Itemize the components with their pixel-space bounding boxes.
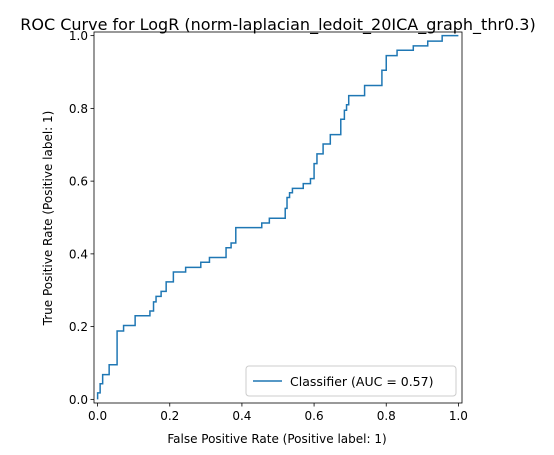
x-axis-label: False Positive Rate (Positive label: 1) [167,432,386,446]
x-tick-label: 0.6 [305,409,324,423]
y-tick-label: 0.6 [69,175,88,189]
y-axis: 0.0 0.2 0.4 0.6 0.8 1.0 [69,29,94,407]
x-tick-label: 1.0 [449,409,468,423]
y-tick-label: 1.0 [69,29,88,43]
y-tick-label: 0.8 [69,102,88,116]
x-tick-label: 0.0 [88,409,107,423]
legend-entry-label: Classifier (AUC = 0.57) [290,374,433,389]
x-tick-label: 0.8 [377,409,396,423]
x-axis: 0.0 0.2 0.4 0.6 0.8 1.0 [88,403,468,423]
y-axis-label: True Positive Rate (Positive label: 1) [41,111,55,327]
roc-curve-line [98,36,459,400]
legend: Classifier (AUC = 0.57) [246,366,456,396]
plot-area [94,32,462,403]
y-tick-label: 0.4 [69,247,88,261]
y-tick-label: 0.2 [69,320,88,334]
x-tick-label: 0.2 [160,409,179,423]
x-tick-label: 0.4 [232,409,251,423]
y-tick-label: 0.0 [69,393,88,407]
